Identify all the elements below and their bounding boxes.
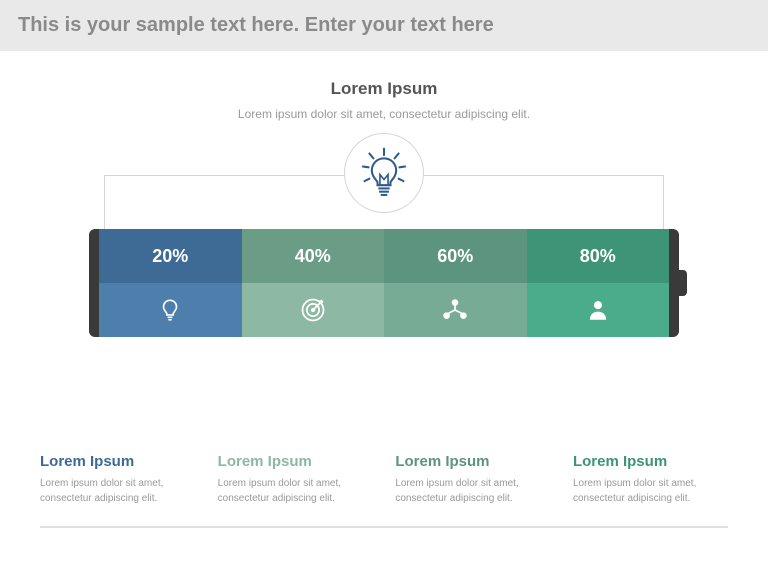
top-section: Lorem Ipsum Lorem ipsum dolor sit amet, … (0, 79, 768, 123)
battery-tip (679, 270, 687, 296)
bulb-icon (157, 297, 183, 323)
segment-1-icon-cell (99, 283, 242, 337)
bottom-title-3: Lorem Ipsum (395, 453, 550, 470)
top-description: Lorem ipsum dolor sit amet, consectetur … (0, 105, 768, 123)
segment-3-icon-cell (384, 283, 527, 337)
bottom-title-1: Lorem Ipsum (40, 453, 195, 470)
segment-2-value-cell: 40% (242, 229, 385, 283)
segment-4-icon-cell (527, 283, 670, 337)
bulb-circle (344, 133, 424, 213)
bottom-desc-1: Lorem ipsum dolor sit amet, consectetur … (40, 476, 195, 506)
segment-3-value-cell: 60% (384, 229, 527, 283)
header-text: This is your sample text here. Enter you… (18, 14, 494, 36)
bottom-section: Lorem Ipsum Lorem ipsum dolor sit amet, … (0, 453, 768, 506)
bottom-desc-4: Lorem ipsum dolor sit amet, consectetur … (573, 476, 728, 506)
bottom-title-4: Lorem Ipsum (573, 453, 728, 470)
lightbulb-icon (358, 147, 410, 199)
segment-2-value: 40% (295, 246, 331, 267)
bottom-item-2: Lorem Ipsum Lorem ipsum dolor sit amet, … (218, 453, 373, 506)
top-title: Lorem Ipsum (0, 79, 768, 99)
bottom-item-1: Lorem Ipsum Lorem ipsum dolor sit amet, … (40, 453, 195, 506)
segment-4-value-cell: 80% (527, 229, 670, 283)
battery-chart: 20% 40% 60% 80% (89, 229, 679, 337)
battery-icons-row (99, 283, 669, 337)
battery-segments: 20% 40% 60% 80% (99, 229, 669, 337)
header-bar: This is your sample text here. Enter you… (0, 0, 768, 51)
battery-right-cap (669, 229, 679, 337)
target-icon (299, 296, 327, 324)
bottom-desc-3: Lorem ipsum dolor sit amet, consectetur … (395, 476, 550, 506)
bottom-divider (40, 526, 728, 528)
network-icon (440, 295, 470, 325)
person-icon (585, 297, 611, 323)
segment-1-value-cell: 20% (99, 229, 242, 283)
battery-values-row: 20% 40% 60% 80% (99, 229, 669, 283)
segment-2-icon-cell (242, 283, 385, 337)
bottom-desc-2: Lorem ipsum dolor sit amet, consectetur … (218, 476, 373, 506)
bottom-title-2: Lorem Ipsum (218, 453, 373, 470)
bottom-item-3: Lorem Ipsum Lorem ipsum dolor sit amet, … (395, 453, 550, 506)
segment-1-value: 20% (152, 246, 188, 267)
battery-left-cap (89, 229, 99, 337)
segment-3-value: 60% (437, 246, 473, 267)
segment-4-value: 80% (580, 246, 616, 267)
bottom-item-4: Lorem Ipsum Lorem ipsum dolor sit amet, … (573, 453, 728, 506)
